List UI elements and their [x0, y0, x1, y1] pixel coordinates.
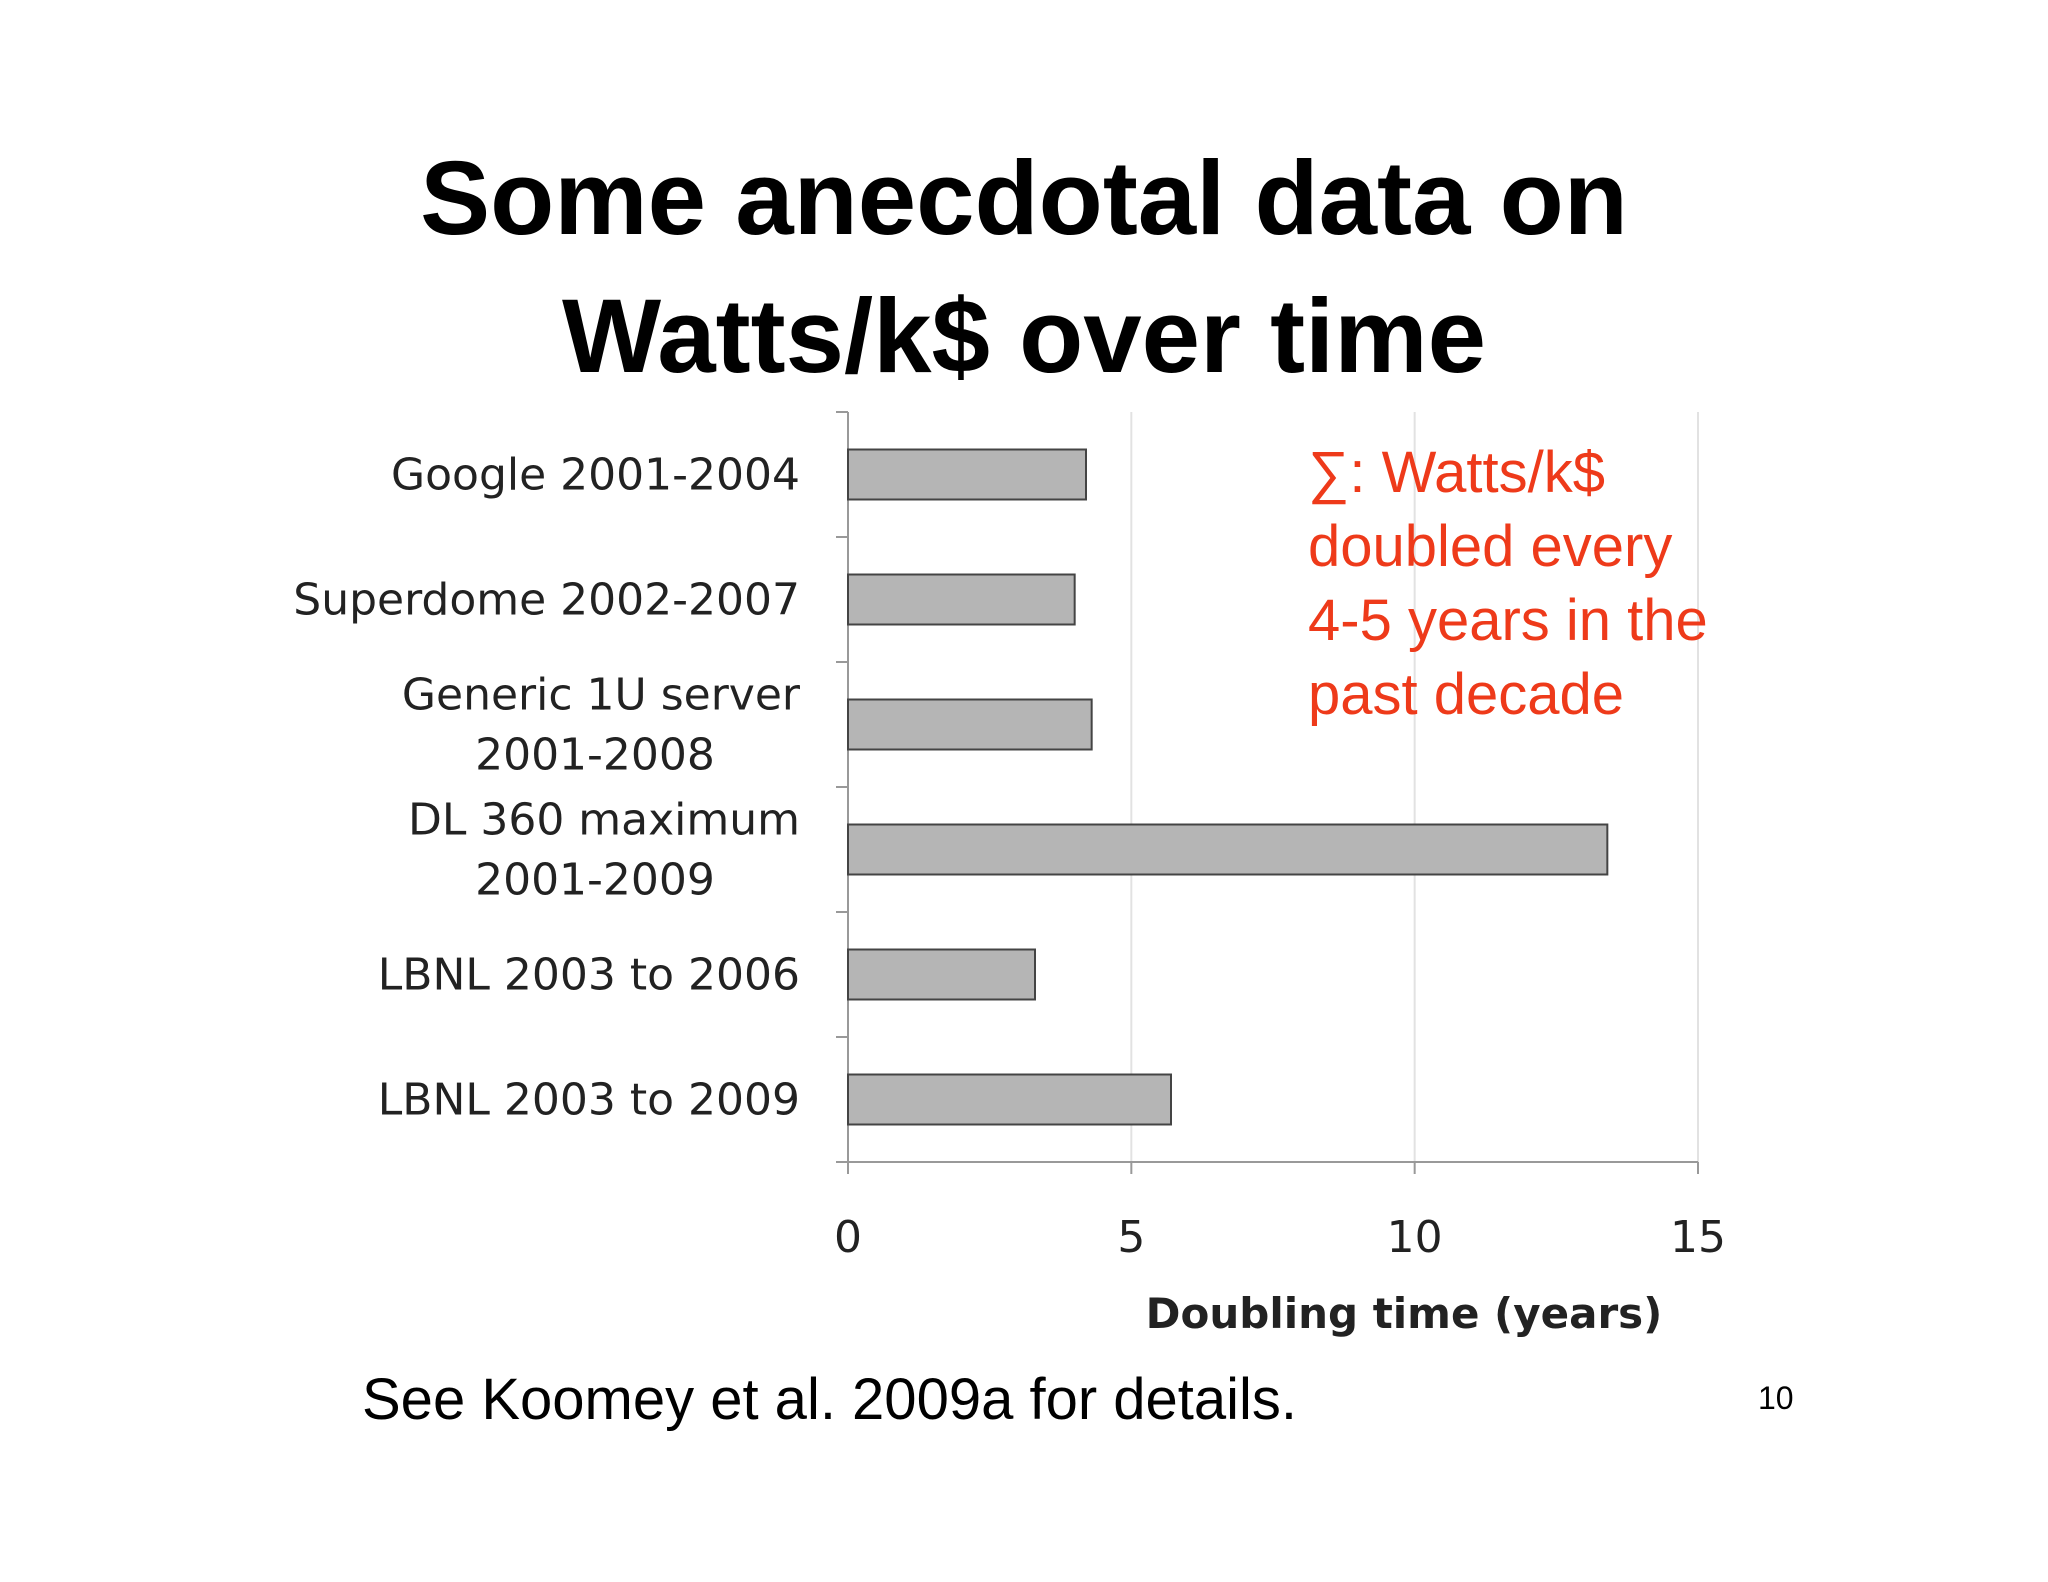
- category-label: Google 2001-2004: [391, 450, 800, 501]
- bar: [847, 823, 1609, 876]
- category-label: Generic 1U server: [402, 670, 801, 721]
- page-number: 10: [1758, 1380, 1794, 1416]
- bar: [847, 948, 1036, 1001]
- title-line-1: Some anecdotal data on: [420, 140, 1628, 257]
- bar: [847, 698, 1093, 751]
- x-tick-label: 10: [1387, 1212, 1443, 1263]
- category-label: Superdome 2002-2007: [293, 575, 800, 626]
- callout-line: ∑: Watts/k$: [1308, 440, 1606, 505]
- summary-callout: ∑: Watts/k$ doubled every 4-5 years in the…: [1308, 436, 1768, 732]
- callout-line: 4-5 years in the: [1308, 588, 1708, 653]
- bar: [847, 1073, 1172, 1126]
- x-tick-label: 5: [1117, 1212, 1145, 1263]
- callout-line: past decade: [1308, 662, 1625, 727]
- category-label: LBNL 2003 to 2006: [378, 950, 800, 1001]
- category-label: DL 360 maximum: [408, 795, 800, 846]
- bar: [847, 448, 1087, 501]
- callout-line: doubled every: [1308, 514, 1673, 579]
- footnote: See Koomey et al. 2009a for details.: [362, 1367, 1298, 1432]
- category-label: 2001-2008: [475, 730, 715, 781]
- slide-title: Some anecdotal data on Watts/k$ over tim…: [0, 130, 2048, 406]
- title-line-2: Watts/k$ over time: [562, 278, 1486, 395]
- category-label: LBNL 2003 to 2009: [378, 1075, 800, 1126]
- bar: [847, 573, 1076, 626]
- category-label: 2001-2009: [475, 855, 715, 906]
- x-axis-title: Doubling time (years): [1146, 1289, 1663, 1338]
- x-tick-label: 15: [1670, 1212, 1726, 1263]
- x-tick-label: 0: [834, 1212, 862, 1263]
